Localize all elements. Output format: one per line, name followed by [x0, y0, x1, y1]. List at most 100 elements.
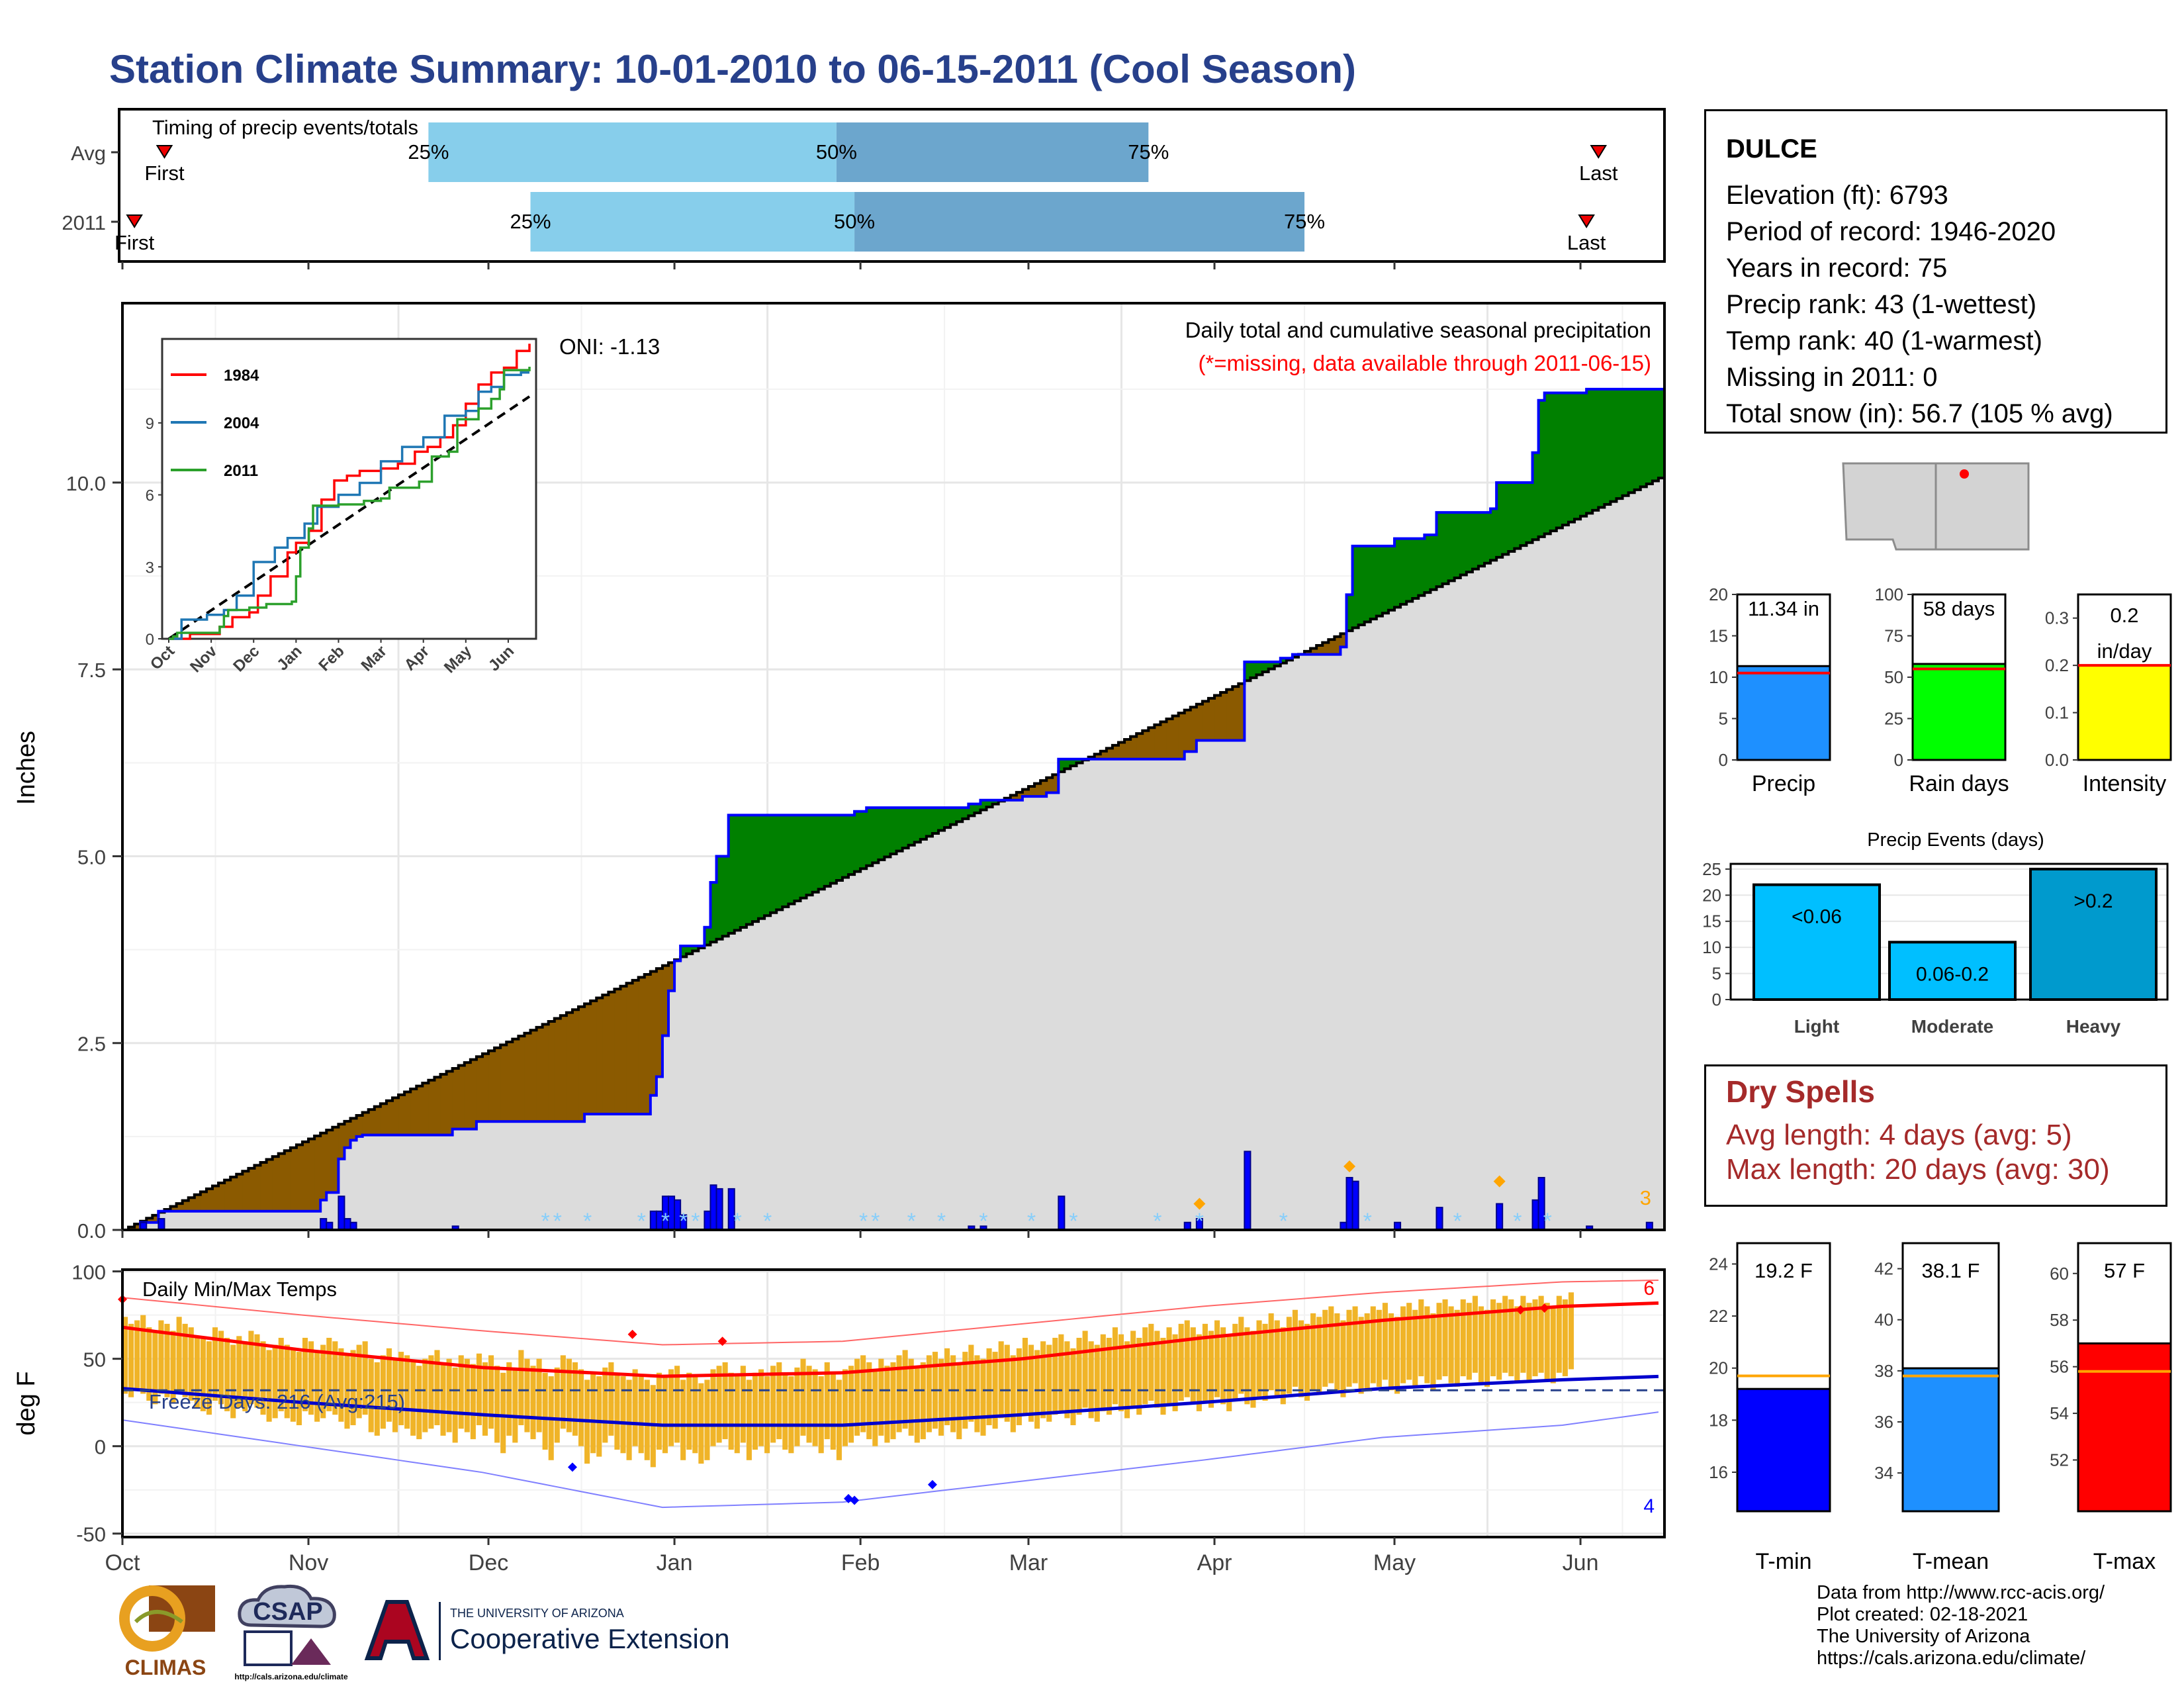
temp-daily-range-bar: [1412, 1309, 1418, 1387]
precip-surplus-fill: [1622, 389, 1629, 496]
precip-surplus-fill: [770, 815, 777, 913]
precip-surplus-fill: [1592, 389, 1599, 510]
precip-surplus-fill: [1472, 512, 1479, 569]
temp-daily-range-bar: [926, 1355, 932, 1432]
temp-daily-range-bar: [668, 1369, 674, 1446]
precip-surplus-fill: [692, 945, 699, 951]
precip-surplus-fill: [1424, 535, 1432, 593]
precip-surplus-fill: [1274, 661, 1281, 667]
precip-deficit-fill: [128, 1227, 135, 1230]
precip-deficit-fill: [1208, 698, 1215, 741]
precip-surplus-fill: [1460, 512, 1467, 575]
precip-daily-bar: [1435, 1207, 1443, 1231]
temp-daily-range-bar: [1070, 1348, 1076, 1426]
page-title: Station Climate Summary: 10-01-2010 to 0…: [109, 47, 1357, 91]
precip-surplus-fill: [1616, 389, 1623, 499]
precip-y-tick-label: 7.5: [77, 659, 106, 682]
precip-deficit-fill: [428, 1080, 435, 1135]
temp-daily-range-bar: [164, 1323, 170, 1397]
temp-t-min-y-tick-label: 22: [1709, 1306, 1728, 1326]
precip-deficit-fill: [578, 1006, 585, 1122]
csap-logo-text: CSAP: [253, 1598, 323, 1626]
events-y-tick-label: 15: [1702, 912, 1721, 931]
temp-y-tick-label: 100: [71, 1261, 106, 1284]
precip-deficit-fill: [1022, 789, 1029, 797]
station-temp-rank: Temp rank: 40 (1-warmest): [1726, 326, 2042, 355]
precip-surplus-fill: [830, 815, 837, 884]
temp-daily-range-bar: [272, 1344, 278, 1419]
temp-avg-max-line: [122, 1301, 1659, 1378]
precip-surplus-fill: [854, 811, 861, 872]
temp-daily-range-bar: [1220, 1327, 1226, 1405]
temp-t-mean-bar: [1901, 1367, 2000, 1513]
precip-snow-marker: *: [1069, 1209, 1077, 1234]
temp-daily-range-bar: [884, 1366, 890, 1443]
precip-deficit-fill: [1166, 718, 1173, 759]
precip-deficit-fill: [422, 1083, 429, 1135]
precip-snow-marker: *: [1453, 1209, 1462, 1234]
temp-daily-range-bar: [134, 1320, 140, 1391]
temp-daily-range-bar: [614, 1372, 620, 1450]
precip-deficit-fill: [488, 1051, 495, 1122]
precip-deficit-fill: [368, 1109, 375, 1135]
temp-daily-range-bar: [590, 1372, 596, 1454]
temp-daily-range-bar: [1484, 1309, 1490, 1387]
temp-daily-range-bar: [1478, 1306, 1484, 1383]
temp-count-max: 6: [1643, 1278, 1655, 1299]
temp-daily-range-bar: [338, 1348, 344, 1422]
precip-y-axis-label: Inches: [13, 731, 40, 805]
inset-legend-label: 2011: [224, 462, 258, 480]
inset-y-tick-label: 3: [146, 559, 154, 577]
station-name: DULCE: [1726, 134, 1817, 164]
precip-surplus-fill: [860, 811, 867, 869]
temp-daily-range-bar: [458, 1355, 464, 1429]
precip-surplus-fill: [1544, 393, 1551, 534]
precip-deficit-fill: [260, 1162, 267, 1211]
season-precip-y-tick-label: 15: [1709, 626, 1728, 646]
temp-daily-range-bar: [1346, 1309, 1352, 1387]
credit-plot-created: Plot created: 02-18-2021: [1817, 1604, 2028, 1625]
events-bar-label: 0.06-0.2: [1916, 963, 1989, 985]
precip-surplus-fill: [1358, 545, 1365, 625]
precip-daily-bar: [343, 1218, 351, 1231]
precip-surplus-fill: [1466, 512, 1473, 573]
precip-surplus-fill: [1658, 389, 1665, 479]
precip-deficit-fill: [1046, 777, 1053, 793]
precip-surplus-fill: [842, 815, 849, 878]
precip-record-marker: [1493, 1175, 1506, 1188]
temp-t-max-y-tick-label: 60: [2050, 1264, 2069, 1284]
precip-deficit-fill: [644, 974, 651, 1114]
temp-daily-range-bar: [1502, 1295, 1508, 1373]
temp-daily-range-bar: [1424, 1306, 1430, 1383]
temp-daily-range-bar: [1082, 1331, 1088, 1408]
precip-surplus-fill: [1394, 538, 1401, 608]
temp-daily-range-bar: [566, 1358, 572, 1432]
precip-deficit-fill: [188, 1197, 195, 1211]
temp-daily-range-bar: [620, 1376, 626, 1454]
temp-daily-range-bar: [974, 1355, 980, 1432]
station-total-snow: Total snow (in): 56.7 (105 % avg): [1726, 399, 2113, 428]
precip-deficit-fill: [272, 1156, 279, 1211]
precip-deficit-fill: [1034, 783, 1041, 797]
temp-daily-range-bar: [128, 1323, 134, 1397]
precip-deficit-fill: [1178, 713, 1185, 759]
precip-deficit-fill: [656, 968, 663, 1077]
temp-daily-range-bar: [656, 1372, 662, 1450]
precip-deficit-fill: [1196, 704, 1203, 741]
precip-surplus-fill: [914, 808, 921, 843]
temp-daily-range-bar: [122, 1317, 128, 1394]
oni-label: ONI: -1.13: [559, 334, 660, 359]
timing-label-25: 25%: [408, 140, 449, 164]
precip-surplus-fill: [1070, 759, 1077, 766]
station-precip-rank: Precip rank: 43 (1-wettest): [1726, 290, 2037, 319]
precip-surplus-fill: [1418, 538, 1425, 596]
station-missing: Missing in 2011: 0: [1726, 363, 1938, 392]
temp-daily-range-bar: [1568, 1292, 1574, 1370]
precip-deficit-fill: [200, 1192, 207, 1211]
precip-normal-line: [122, 475, 1666, 1231]
precip-deficit-fill: [662, 965, 669, 1036]
season-rain-days-label: Rain days: [1909, 771, 2009, 796]
inset-y-tick-label: 6: [146, 487, 154, 505]
precip-deficit-fill: [398, 1094, 405, 1135]
temp-daily-range-bar: [716, 1366, 722, 1443]
